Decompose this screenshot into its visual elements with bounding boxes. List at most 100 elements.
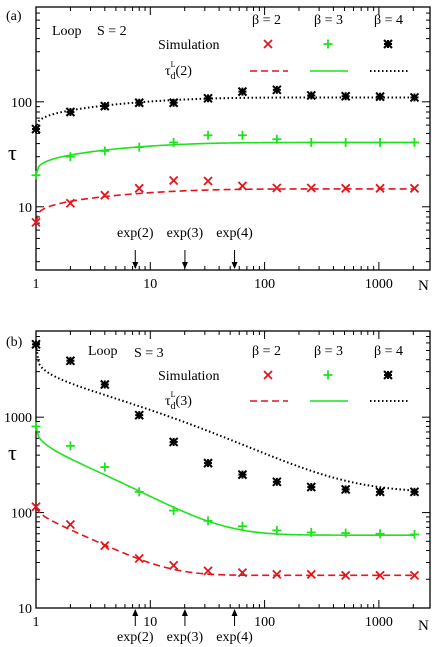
- data-point-beta3: [31, 170, 41, 180]
- x-tick-label: 1000: [365, 277, 393, 292]
- data-point-beta4: [168, 98, 179, 108]
- data-point-beta3: [409, 529, 419, 539]
- data-point-beta2: [409, 183, 420, 193]
- data-point-beta2: [134, 183, 144, 193]
- legend-theory-arg: (3): [176, 394, 193, 409]
- fit-curve-beta3: [35, 141, 415, 176]
- legend-marker-beta2: [263, 370, 273, 380]
- y-tick-label: 10: [18, 201, 32, 216]
- legend-column-beta2: β = 2: [252, 13, 281, 28]
- data-point-beta4: [31, 124, 41, 134]
- data-point-beta2: [31, 217, 41, 228]
- data-point-beta2: [306, 569, 316, 580]
- data-point-beta3: [65, 152, 75, 162]
- legend-theory-label: τL d(3): [165, 390, 192, 412]
- legend-column-beta3: β = 3: [314, 13, 343, 28]
- legend-simulation-label: Simulation: [158, 369, 219, 384]
- data-point-beta3: [31, 421, 41, 431]
- model-label: Loop: [88, 344, 118, 359]
- x-tick-label: 1: [33, 277, 40, 292]
- data-point-beta4: [237, 86, 248, 97]
- exp-marker-label: exp(3): [167, 630, 204, 645]
- data-point-beta4: [203, 458, 213, 468]
- legend-marker-beta4: [383, 370, 393, 380]
- y-tick-label: 1000: [4, 411, 32, 426]
- data-point-beta2: [341, 183, 351, 193]
- exp-marker-label: exp(2): [117, 630, 154, 645]
- exp-markers: exp(2) exp(3) exp(4): [117, 226, 253, 269]
- y-axis-label: τ: [8, 140, 17, 165]
- data-point-beta4: [203, 93, 213, 104]
- y-tick-label: 100: [11, 507, 32, 522]
- data-point-beta3: [272, 134, 282, 144]
- data-point-beta2: [272, 569, 282, 580]
- legend-theory-sup: L: [171, 60, 176, 69]
- data-point-beta4: [409, 92, 420, 103]
- panel-b: (b) Loop S = 3 β = 2 β = 3 β = 4 Simulat…: [4, 330, 431, 645]
- data-point-beta2: [65, 519, 76, 530]
- panel-label: (b): [6, 335, 23, 350]
- data-point-beta4: [237, 469, 248, 480]
- fit-curve-beta4: [35, 96, 415, 130]
- data-point-beta4: [134, 98, 144, 108]
- data-point-beta2: [237, 567, 248, 578]
- x-tick-label: 100: [254, 277, 275, 292]
- x-tick-label: 1: [33, 615, 40, 630]
- fit-curve-beta2: [35, 188, 415, 223]
- y-axis-label: τ: [8, 440, 17, 465]
- exp-marker: exp(3): [167, 609, 204, 645]
- data-point-beta4: [134, 410, 144, 420]
- data-point-beta2: [65, 198, 76, 208]
- data-point-beta3: [134, 142, 144, 152]
- data-point-beta3: [237, 130, 247, 140]
- panel-label: (a): [6, 9, 22, 24]
- fit-curves: [35, 344, 415, 577]
- data-point-beta4: [375, 91, 385, 102]
- legend-marker-beta3: [323, 370, 333, 380]
- legend-theory-sup: L: [171, 390, 176, 399]
- data-point-beta4: [306, 482, 316, 492]
- legend-column-beta3: β = 3: [314, 344, 343, 359]
- legend-symbols: [250, 370, 408, 402]
- data-point-beta3: [341, 528, 351, 538]
- fit-curve-beta2: [35, 506, 415, 577]
- data-point-beta3: [169, 137, 179, 147]
- data-point-beta3: [409, 137, 419, 147]
- data-point-beta2: [168, 175, 179, 186]
- model-label: Loop: [52, 24, 82, 39]
- data-point-beta4: [65, 107, 76, 117]
- data-point-beta3: [100, 146, 110, 156]
- data-point-beta4: [375, 487, 385, 497]
- y-tick-label: 100: [11, 96, 32, 111]
- data-point-beta3: [341, 137, 351, 147]
- data-point-beta3: [100, 462, 110, 472]
- x-tick-label: 100: [254, 615, 275, 630]
- exp-markers: exp(2) exp(3) exp(4): [117, 609, 253, 645]
- x-axis-label: N: [418, 618, 429, 634]
- legend-column-beta4: β = 4: [374, 344, 403, 359]
- exp-marker: exp(2): [117, 609, 154, 645]
- data-point-beta4: [31, 339, 41, 350]
- data-point-beta4: [340, 91, 351, 101]
- legend-symbols: [250, 39, 408, 72]
- x-tick-label: 1000: [365, 615, 393, 630]
- x-tick-label: 10: [143, 277, 157, 292]
- data-point-beta3: [237, 521, 247, 531]
- legend-marker-beta4: [383, 39, 393, 49]
- data-points: [31, 85, 420, 228]
- plot-frame: [35, 6, 431, 271]
- data-point-beta4: [306, 90, 316, 101]
- data-point-beta2: [375, 183, 385, 193]
- data-point-beta3: [306, 527, 316, 537]
- exp-marker: exp(4): [216, 226, 253, 269]
- fit-curve-beta4: [35, 344, 415, 492]
- legend-theory-sub: d: [171, 401, 176, 412]
- plot-frame: [35, 330, 431, 609]
- data-point-beta3: [375, 137, 385, 147]
- data-point-beta2: [134, 553, 144, 564]
- data-point-beta4: [409, 487, 420, 497]
- spin-label: S = 3: [134, 346, 164, 361]
- legend-simulation-label: Simulation: [158, 38, 219, 53]
